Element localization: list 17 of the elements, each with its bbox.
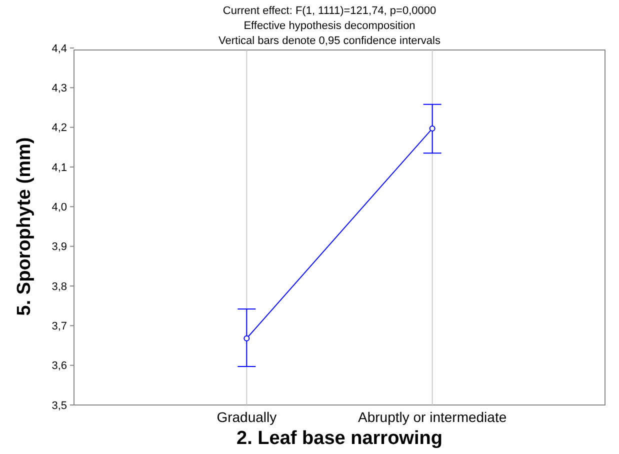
y-tick-label: 4,0 (52, 202, 67, 214)
chart-subtitle: Effective hypothesis decomposition (244, 20, 416, 32)
y-tick-label: 3,6 (52, 360, 67, 372)
y-tick-label: 3,9 (52, 241, 67, 254)
y-tick-label: 4,2 (52, 122, 67, 134)
y-tick-label: 4,4 (52, 42, 67, 55)
x-axis-title: 2. Leaf base narrowing (236, 428, 442, 449)
y-tick-label: 3,8 (52, 280, 67, 293)
chart-title: Current effect: F(1, 1111)=121,74, p=0,0000 (222, 5, 436, 17)
y-tick-label: 4,3 (52, 82, 67, 95)
y-tick-label: 3,5 (52, 400, 67, 412)
x-tick-label: Abruptly or intermediate (358, 409, 507, 425)
text: Vertical bars denote 0,95 confidence intervals (218, 35, 441, 47)
x-tick-label: Gradually (216, 409, 277, 425)
y-tick-label: 4,1 (52, 162, 67, 174)
y-axis-title: 5. Sporophyte (mm) (14, 137, 35, 316)
y-tick-label: 3,7 (52, 320, 67, 333)
